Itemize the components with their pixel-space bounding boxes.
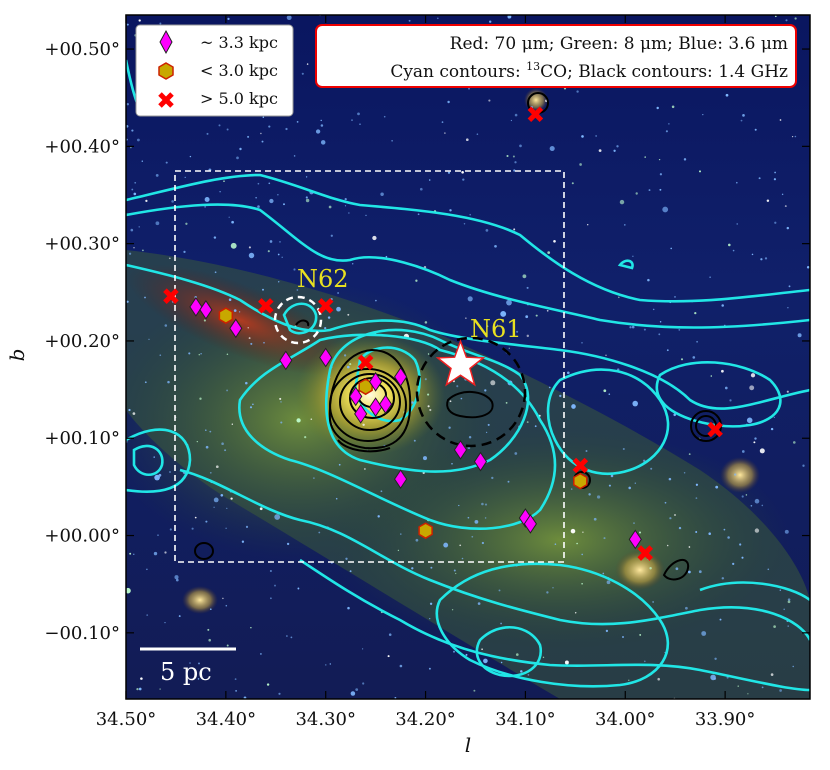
x-tick-label: 33.90°	[695, 709, 756, 730]
distance-gt5-marker	[527, 106, 544, 123]
co-contour	[238, 333, 557, 530]
radio-contour	[194, 542, 214, 560]
info-line-1: Red: 70 μm; Green: 8 μm; Blue: 3.6 μm	[450, 34, 788, 54]
legend-label: < 3.0 kpc	[200, 61, 278, 80]
co-contour	[617, 259, 634, 270]
distance-3p3-marker	[319, 347, 333, 368]
source-markers	[163, 106, 723, 561]
co-contour	[299, 558, 810, 692]
distance-3p3-marker	[393, 366, 408, 387]
infrared-image	[126, 15, 810, 699]
co-contour	[699, 581, 810, 602]
y-tick-label: +00.20°	[44, 331, 120, 352]
distance-3p3-marker	[368, 371, 383, 392]
co-contours	[126, 59, 810, 692]
legend-label: ~ 3.3 kpc	[200, 33, 278, 52]
distance-3p3-marker	[199, 299, 213, 320]
distance-gt5-marker	[637, 545, 654, 561]
distance-3p3-marker	[378, 394, 393, 415]
legend-hexagon-icon	[158, 62, 174, 80]
co-contour	[126, 263, 810, 410]
distance-gt5-marker	[163, 288, 179, 304]
distance-gt5-marker	[357, 354, 374, 371]
n61-label: N61	[470, 315, 522, 343]
co-contour	[324, 328, 530, 473]
n61-star-icon	[435, 339, 486, 387]
distance-lt3-marker	[573, 472, 588, 490]
co-contour	[179, 468, 810, 641]
distance-lt3-marker	[218, 307, 234, 324]
legend-box	[135, 24, 294, 117]
scalebar: 5 pc	[140, 647, 236, 686]
y-tick-label: −00.10°	[44, 623, 120, 644]
x-tick-label: 34.30°	[295, 709, 356, 730]
info-box: Red: 70 μm; Green: 8 μm; Blue: 3.6 μm Cy…	[315, 24, 797, 88]
legend-label: > 5.0 kpc	[200, 89, 278, 108]
radio-contour	[662, 559, 690, 581]
y-tick-label: +00.00°	[44, 526, 120, 547]
plot-frame	[125, 14, 811, 700]
co-contour	[282, 302, 318, 335]
y-axis-label: b	[5, 349, 29, 362]
co-contour	[655, 360, 782, 428]
x-tick-label: 34.50°	[96, 709, 157, 730]
axis-ticks: 34.50° 34.40° 34.30° 34.20° 34.10° 34.00° 33.9…	[44, 15, 810, 730]
x-tick-label: 34.00°	[595, 709, 656, 730]
distance-gt5-marker	[258, 298, 274, 314]
distance-lt3-marker	[418, 522, 433, 540]
region-overlays	[174, 170, 565, 563]
co-contour	[435, 562, 670, 688]
y-tick-label: +00.30°	[44, 234, 120, 255]
co-contour	[126, 173, 810, 303]
distance-gt5-marker	[572, 457, 589, 474]
co-contour	[546, 368, 670, 475]
distance-gt5-marker	[707, 421, 723, 438]
distance-3p3-marker	[523, 513, 538, 534]
radio-contour	[337, 439, 391, 453]
legend-diamond-icon	[159, 29, 173, 55]
n62-label: N62	[297, 265, 349, 293]
distance-gt5-marker	[317, 298, 334, 314]
distance-3p3-marker	[393, 469, 408, 490]
co-contour	[475, 626, 543, 678]
distance-3p3-marker	[349, 386, 363, 407]
legend-cross-icon	[158, 92, 174, 108]
radio-contour	[328, 348, 412, 450]
distance-3p3-marker	[628, 529, 642, 550]
n62-circle	[273, 295, 323, 345]
distance-3p3-marker	[473, 451, 488, 472]
distance-3p3-marker	[354, 403, 368, 424]
y-tick-label: +00.10°	[44, 428, 120, 449]
y-tick-label: +00.50°	[44, 39, 120, 60]
info-line-2: Cyan contours: 13CO; Black contours: 1.4…	[390, 60, 788, 82]
y-tick-label: +00.40°	[44, 136, 120, 157]
co-contour	[126, 203, 810, 329]
radio-contour	[339, 373, 401, 431]
info-box-frame	[315, 24, 797, 88]
distance-3p3-marker	[189, 296, 203, 317]
radio-contour	[295, 319, 310, 327]
n61-circle	[415, 336, 527, 448]
x-tick-label: 34.10°	[495, 709, 556, 730]
co-contour	[132, 444, 164, 477]
distance-3p3-marker	[229, 318, 243, 339]
distance-3p3-marker	[279, 350, 293, 371]
co-contour	[126, 428, 192, 493]
distance-3p3-marker	[453, 439, 468, 460]
radio-contour	[446, 391, 494, 419]
x-tick-label: 34.40°	[196, 709, 257, 730]
x-tick-label: 34.20°	[395, 709, 456, 730]
x-axis-label: l	[465, 733, 471, 757]
legend: ~ 3.3 kpc < 3.0 kpc > 5.0 kpc	[135, 24, 294, 117]
scalebar-label: 5 pc	[160, 658, 212, 686]
zoom-box	[174, 170, 565, 563]
